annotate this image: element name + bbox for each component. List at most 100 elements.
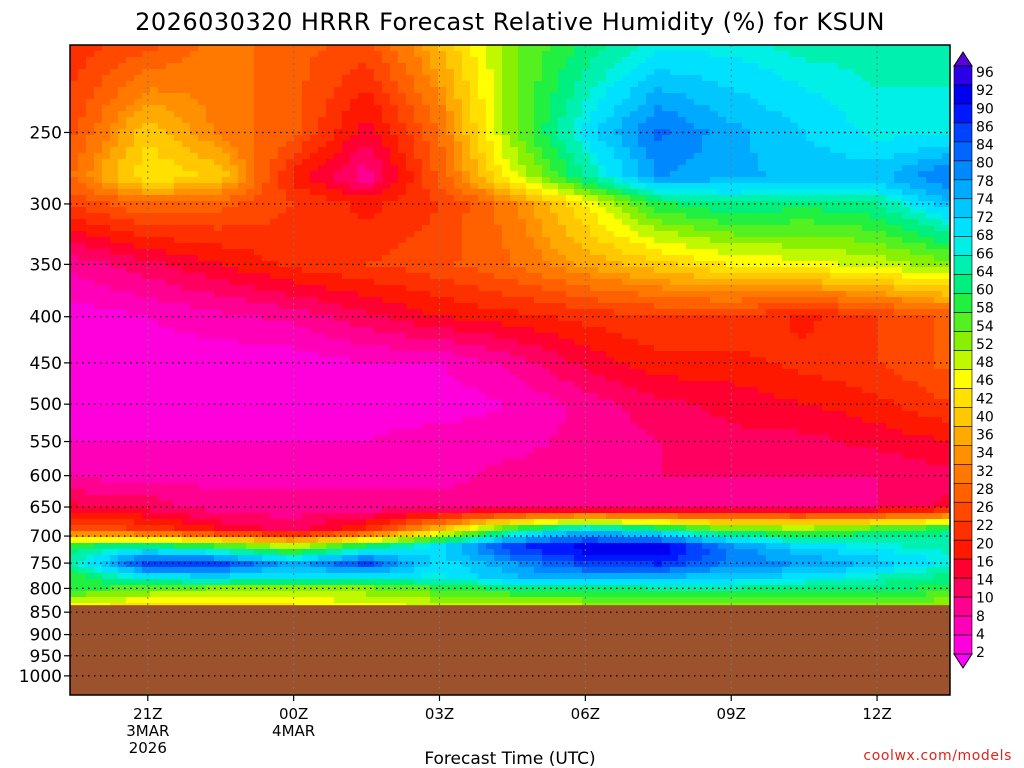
rh-cell — [846, 147, 855, 154]
rh-cell — [270, 57, 279, 64]
rh-cell — [310, 267, 319, 274]
rh-cell — [830, 255, 839, 262]
rh-cell — [830, 219, 839, 226]
rh-cell — [806, 99, 815, 106]
rh-cell — [894, 177, 903, 184]
rh-cell — [270, 213, 279, 220]
rh-cell — [502, 285, 511, 292]
rh-cell — [590, 105, 599, 112]
rh-cell — [94, 207, 103, 214]
rh-cell — [406, 219, 415, 226]
rh-cell — [70, 225, 79, 232]
rh-cell — [606, 177, 615, 184]
rh-cell — [542, 243, 551, 250]
rh-cell — [558, 177, 567, 184]
rh-cell — [86, 201, 95, 208]
rh-cell — [294, 153, 303, 160]
rh-cell — [446, 183, 455, 190]
rh-cell — [582, 147, 591, 154]
rh-cell — [430, 81, 439, 88]
rh-cell — [302, 117, 311, 124]
rh-cell — [326, 279, 335, 286]
rh-cell — [382, 87, 391, 94]
rh-cell — [518, 255, 527, 262]
rh-cell — [190, 273, 199, 280]
rh-cell — [670, 207, 679, 214]
rh-cell — [598, 243, 607, 250]
rh-cell — [366, 249, 375, 256]
rh-cell — [742, 159, 751, 166]
rh-cell — [254, 159, 263, 166]
rh-cell — [374, 93, 383, 100]
rh-cell — [174, 165, 183, 172]
rh-cell — [670, 219, 679, 226]
rh-cell — [550, 141, 559, 148]
rh-cell — [278, 195, 287, 202]
rh-cell — [622, 297, 631, 304]
rh-cell — [254, 231, 263, 238]
rh-cell — [198, 279, 207, 286]
rh-cell — [110, 177, 119, 184]
rh-cell — [366, 87, 375, 94]
rh-cell — [726, 147, 735, 154]
rh-cell — [702, 303, 711, 310]
rh-cell — [614, 153, 623, 160]
rh-cell — [766, 201, 775, 208]
rh-cell — [158, 201, 167, 208]
rh-cell — [574, 177, 583, 184]
rh-cell — [614, 135, 623, 142]
rh-cell — [598, 249, 607, 256]
plot-area — [69, 44, 951, 696]
rh-cell — [702, 243, 711, 250]
rh-cell — [102, 297, 111, 304]
rh-cell — [326, 111, 335, 118]
rh-cell — [574, 267, 583, 274]
rh-cell — [142, 243, 151, 250]
rh-cell — [846, 195, 855, 202]
rh-cell — [270, 279, 279, 286]
rh-cell — [654, 207, 663, 214]
rh-cell — [86, 81, 95, 88]
rh-cell — [406, 135, 415, 142]
rh-cell — [646, 189, 655, 196]
rh-cell — [150, 123, 159, 130]
rh-cell — [814, 255, 823, 262]
rh-cell — [638, 75, 647, 82]
rh-cell — [206, 123, 215, 130]
rh-cell — [766, 243, 775, 250]
rh-cell — [638, 93, 647, 100]
rh-cell — [758, 111, 767, 118]
rh-cell — [510, 141, 519, 148]
rh-cell — [86, 285, 95, 292]
rh-cell — [886, 249, 895, 256]
rh-cell — [622, 129, 631, 136]
rh-cell — [838, 303, 847, 310]
rh-cell — [838, 213, 847, 220]
rh-cell — [198, 297, 207, 304]
rh-cell — [758, 255, 767, 262]
rh-cell — [174, 141, 183, 148]
rh-cell — [606, 117, 615, 124]
rh-cell — [382, 57, 391, 64]
rh-cell — [734, 135, 743, 142]
rh-cell — [342, 237, 351, 244]
rh-cell — [462, 225, 471, 232]
rh-cell — [110, 201, 119, 208]
rh-cell — [702, 51, 711, 58]
rh-cell — [598, 183, 607, 190]
rh-cell — [934, 249, 943, 256]
rh-cell — [374, 141, 383, 148]
rh-cell — [718, 213, 727, 220]
rh-cell — [678, 183, 687, 190]
rh-cell — [702, 309, 711, 316]
rh-cell — [646, 213, 655, 220]
rh-cell — [614, 183, 623, 190]
rh-cell — [110, 309, 119, 316]
rh-cell — [614, 81, 623, 88]
rh-cell — [70, 267, 79, 274]
rh-cell — [366, 267, 375, 274]
rh-cell — [102, 315, 111, 322]
rh-cell — [654, 171, 663, 178]
rh-cell — [310, 273, 319, 280]
rh-cell — [926, 165, 935, 172]
